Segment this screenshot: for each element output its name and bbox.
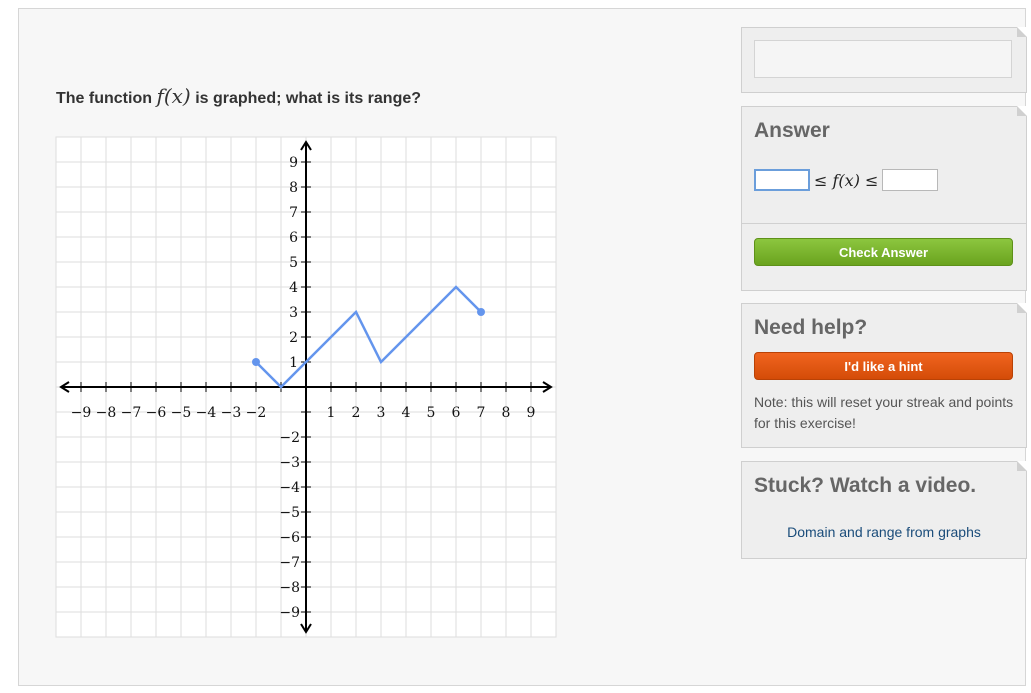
answer-divider — [742, 223, 1026, 224]
range-answer-row: ≤ f(x) ≤ — [754, 168, 938, 192]
range-upper-input[interactable] — [882, 169, 938, 191]
video-title: Stuck? Watch a video. — [754, 474, 976, 498]
scratchpad-area[interactable] — [754, 40, 1012, 78]
hint-note: Note: this will reset your streak and po… — [754, 392, 1016, 434]
answer-card: Answer ≤ f(x) ≤ Check Answer — [741, 106, 1027, 291]
inequality-function: f(x) — [833, 171, 860, 190]
question-suffix: is graphed; what is its range? — [195, 90, 421, 107]
scratchpad-card — [741, 27, 1027, 93]
page-fold-icon — [1017, 106, 1027, 116]
page-fold-icon — [1017, 27, 1027, 37]
page-fold-icon — [1017, 303, 1027, 313]
question-math: f(x) — [156, 84, 190, 108]
question-prefix: The function — [56, 90, 152, 107]
help-title: Need help? — [754, 316, 867, 340]
video-link[interactable]: Domain and range from graphs — [742, 524, 1026, 540]
help-card: Need help? I'd like a hint Note: this wi… — [741, 303, 1027, 448]
range-lower-input[interactable] — [754, 169, 810, 191]
check-answer-button[interactable]: Check Answer — [754, 238, 1013, 266]
page-fold-icon — [1017, 461, 1027, 471]
leq-symbol-left: ≤ — [814, 171, 827, 190]
range-inequality: ≤ f(x) ≤ — [814, 171, 878, 190]
answer-title: Answer — [754, 119, 830, 143]
hint-button[interactable]: I'd like a hint — [754, 352, 1013, 380]
video-card: Stuck? Watch a video. Domain and range f… — [741, 461, 1027, 559]
question-text: The function f(x) is graphed; what is it… — [56, 84, 421, 108]
leq-symbol-right: ≤ — [865, 171, 878, 190]
